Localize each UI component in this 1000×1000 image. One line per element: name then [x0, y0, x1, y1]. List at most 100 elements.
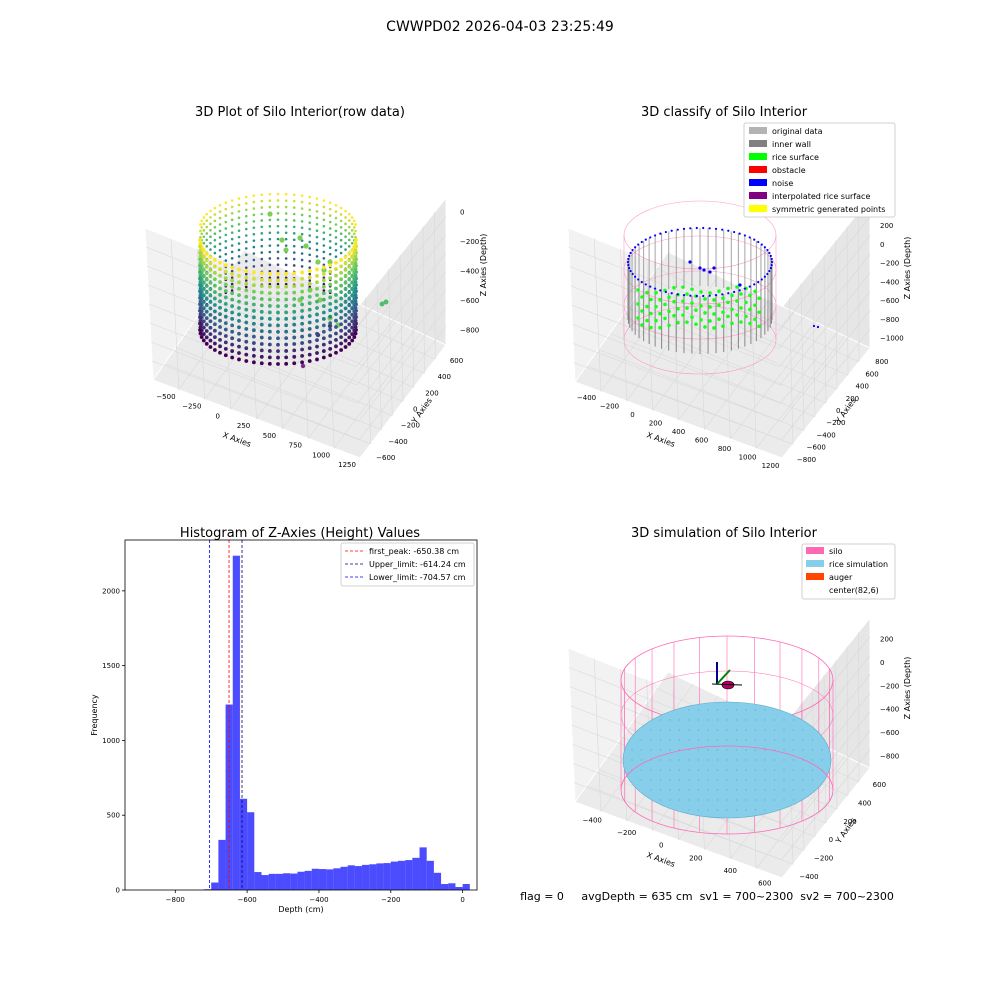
x-tick-label: 1250: [338, 461, 356, 469]
data-point: [339, 232, 343, 236]
data-point: [334, 273, 338, 278]
data-point: [224, 207, 228, 211]
data-point: [218, 350, 222, 355]
rice-mesh-point: [764, 719, 766, 721]
data-point: [344, 235, 347, 239]
data-point: [352, 219, 356, 223]
rice-mesh-point: [783, 749, 785, 751]
x-tick-label: 200: [689, 854, 702, 862]
data-point: [328, 353, 333, 358]
data-point: [343, 300, 348, 304]
data-point: [198, 295, 202, 300]
rice-mesh-point: [697, 739, 700, 741]
data-point: [383, 299, 389, 305]
legend-swatch: [749, 153, 767, 160]
rice-surface-point: [649, 311, 653, 316]
data-point: [347, 290, 352, 295]
data-point: [328, 340, 333, 345]
data-point: [204, 309, 209, 314]
data-point: [284, 231, 288, 235]
legend-label: obstacle: [772, 166, 806, 175]
rice-mesh-point: [754, 799, 757, 801]
data-point: [292, 271, 297, 276]
data-point: [315, 229, 319, 232]
rice-mesh-point: [745, 789, 747, 791]
rice-mesh-point: [707, 779, 709, 781]
data-point: [276, 282, 280, 286]
noise-point: [629, 251, 632, 255]
data-point: [204, 322, 209, 327]
noise-point: [634, 246, 637, 249]
data-point: [350, 287, 355, 291]
data-point: [284, 361, 289, 366]
data-point: [218, 312, 222, 317]
data-point: [321, 355, 326, 360]
data-point: [218, 210, 222, 213]
rice-mesh-point: [745, 729, 747, 731]
data-point: [292, 264, 296, 267]
data-point: [230, 282, 234, 286]
data-point: [350, 229, 354, 232]
data-point: [230, 276, 234, 279]
data-point: [284, 257, 288, 260]
data-point: [208, 274, 213, 279]
data-point: [328, 233, 332, 237]
data-point: [230, 205, 234, 209]
rice-mesh-point: [811, 749, 814, 751]
data-point: [267, 297, 272, 302]
data-point: [328, 252, 332, 256]
data-point: [307, 352, 312, 357]
data-point: [307, 346, 312, 351]
data-point: [208, 332, 213, 337]
data-point: [244, 221, 248, 224]
noise-point: [708, 270, 712, 274]
data-point: [205, 219, 209, 222]
data-point: [347, 322, 352, 327]
rice-mesh-point: [640, 749, 643, 751]
data-point: [350, 280, 355, 285]
rice-surface-point: [667, 295, 671, 300]
data-point: [284, 355, 289, 360]
rice-surface-point: [703, 297, 707, 301]
data-point: [230, 263, 234, 267]
data-point: [352, 258, 357, 262]
plot2-classify-3d: −400 −200 0 200 400 600 800 1000 1200 −800 −600 −40…: [567, 122, 912, 470]
x-tick-label: −500: [156, 393, 175, 401]
data-point: [230, 244, 234, 247]
data-point: [260, 206, 264, 209]
data-point: [284, 237, 288, 241]
noise-point: [757, 240, 760, 244]
data-point: [292, 354, 297, 359]
data-point: [308, 272, 312, 276]
data-point: [201, 293, 206, 298]
data-point: [321, 284, 326, 289]
legend: silo rice simulation auger center(82,6): [801, 543, 896, 600]
data-point: [300, 200, 304, 204]
z-tick-label: −400: [880, 278, 899, 286]
rice-mesh-point: [773, 719, 776, 721]
y-tick-label: −200: [826, 419, 845, 427]
data-point: [334, 210, 338, 213]
data-point: [276, 284, 280, 289]
data-point: [308, 221, 312, 224]
data-point: [267, 355, 272, 360]
rice-mesh-point: [754, 769, 757, 771]
data-point: [353, 325, 358, 330]
rice-mesh-point: [726, 719, 728, 721]
data-point: [347, 303, 352, 308]
x-tick-label: 1000: [739, 453, 757, 461]
data-point: [230, 237, 234, 241]
point-cloud: [198, 192, 389, 369]
noise-point: [670, 229, 673, 232]
data-point: [202, 222, 206, 226]
data-point: [198, 331, 203, 336]
rice-mesh-point: [773, 799, 776, 801]
data-point: [276, 310, 280, 315]
grid-line: [308, 321, 396, 439]
plot4-title: 3D simulation of Silo Interior: [631, 526, 818, 541]
rice-mesh-point: [678, 789, 681, 791]
data-point: [307, 327, 312, 331]
legend-box: [801, 543, 896, 600]
rice-mesh-point: [707, 799, 709, 801]
data-point: [353, 241, 358, 246]
